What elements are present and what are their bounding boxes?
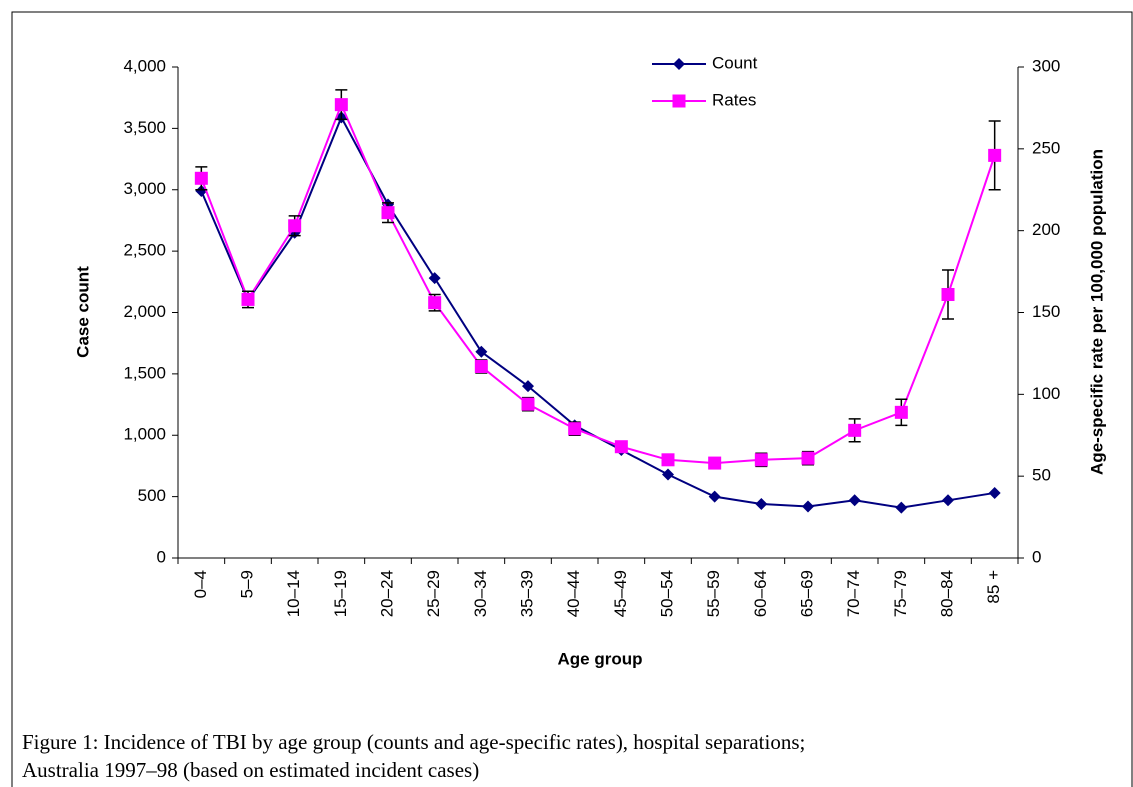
x-tick-label: 35–39 — [517, 570, 536, 617]
point — [942, 494, 954, 507]
point — [848, 423, 862, 437]
point — [801, 451, 815, 465]
y-tick-label: 500 — [138, 486, 166, 505]
x-tick-label: 30–34 — [471, 570, 490, 617]
point — [848, 494, 861, 507]
point — [755, 497, 768, 510]
point — [381, 206, 395, 220]
point — [941, 287, 955, 301]
y-tick-label: 0 — [157, 547, 166, 566]
point — [614, 440, 628, 454]
y2-tick-label: 250 — [1032, 138, 1060, 157]
x-tick-label: 5–9 — [237, 570, 256, 598]
y2-tick-label: 300 — [1032, 56, 1060, 75]
x-tick-label: 65–69 — [797, 570, 816, 617]
x-tick-label: 50–54 — [657, 570, 676, 617]
y-tick-label: 3,000 — [123, 179, 166, 198]
point — [428, 296, 442, 310]
legend-label: Rates — [712, 90, 756, 109]
point — [988, 486, 1001, 499]
point — [895, 501, 908, 514]
point — [708, 490, 721, 503]
x-tick-label: 55–59 — [704, 570, 723, 617]
x-tick-label: 45–49 — [611, 570, 630, 617]
x-tick-label: 15–19 — [331, 570, 350, 617]
y-tick-label: 4,000 — [123, 56, 166, 75]
x-tick-label: 0–4 — [191, 570, 210, 598]
y-tick-label: 2,000 — [123, 302, 166, 321]
point — [334, 98, 348, 112]
x-tick-label: 20–24 — [377, 570, 396, 617]
point — [988, 148, 1002, 162]
point — [802, 500, 814, 513]
point — [241, 292, 255, 306]
y2-tick-label: 50 — [1032, 466, 1051, 485]
point — [194, 171, 208, 185]
y2-axis-label: Age-specific rate per 100,000 population — [1087, 149, 1106, 475]
x-tick-label: 60–64 — [751, 570, 770, 617]
x-tick-label: 75–79 — [891, 570, 910, 617]
y-axis-label: Case count — [73, 266, 92, 358]
frame — [11, 11, 1133, 787]
point — [662, 468, 674, 481]
point — [428, 272, 441, 285]
x-tick-label: 85 + — [984, 570, 1003, 604]
point — [474, 360, 488, 374]
y2-tick-label: 100 — [1032, 384, 1060, 403]
legend-marker — [672, 94, 686, 108]
point — [661, 453, 675, 467]
x-axis-label: Age group — [558, 649, 643, 668]
caption: Australia 1997–98 (based on estimated in… — [22, 758, 479, 782]
series-line — [200, 101, 996, 465]
point — [708, 456, 722, 470]
y-tick-label: 1,000 — [123, 425, 166, 444]
series-line — [200, 114, 995, 509]
x-tick-label: 10–14 — [284, 570, 303, 617]
point — [568, 422, 582, 436]
legend-label: Count — [712, 53, 758, 72]
point — [288, 219, 302, 233]
caption: Figure 1: Incidence of TBI by age group … — [22, 730, 805, 754]
point — [475, 345, 488, 358]
point — [522, 380, 534, 393]
y2-tick-label: 150 — [1032, 302, 1060, 321]
x-tick-label: 80–84 — [937, 570, 956, 617]
point — [521, 397, 535, 411]
x-tick-label: 25–29 — [424, 570, 443, 617]
x-tick-label: 40–44 — [564, 570, 583, 617]
y2-tick-label: 0 — [1032, 547, 1041, 566]
y-tick-label: 3,500 — [123, 118, 166, 137]
point — [754, 453, 768, 467]
y2-tick-label: 200 — [1032, 220, 1060, 239]
legend-marker — [673, 58, 685, 70]
y-tick-label: 2,500 — [123, 241, 166, 260]
y-tick-label: 1,500 — [123, 363, 166, 382]
x-tick-label: 70–74 — [844, 570, 863, 617]
point — [894, 405, 908, 419]
